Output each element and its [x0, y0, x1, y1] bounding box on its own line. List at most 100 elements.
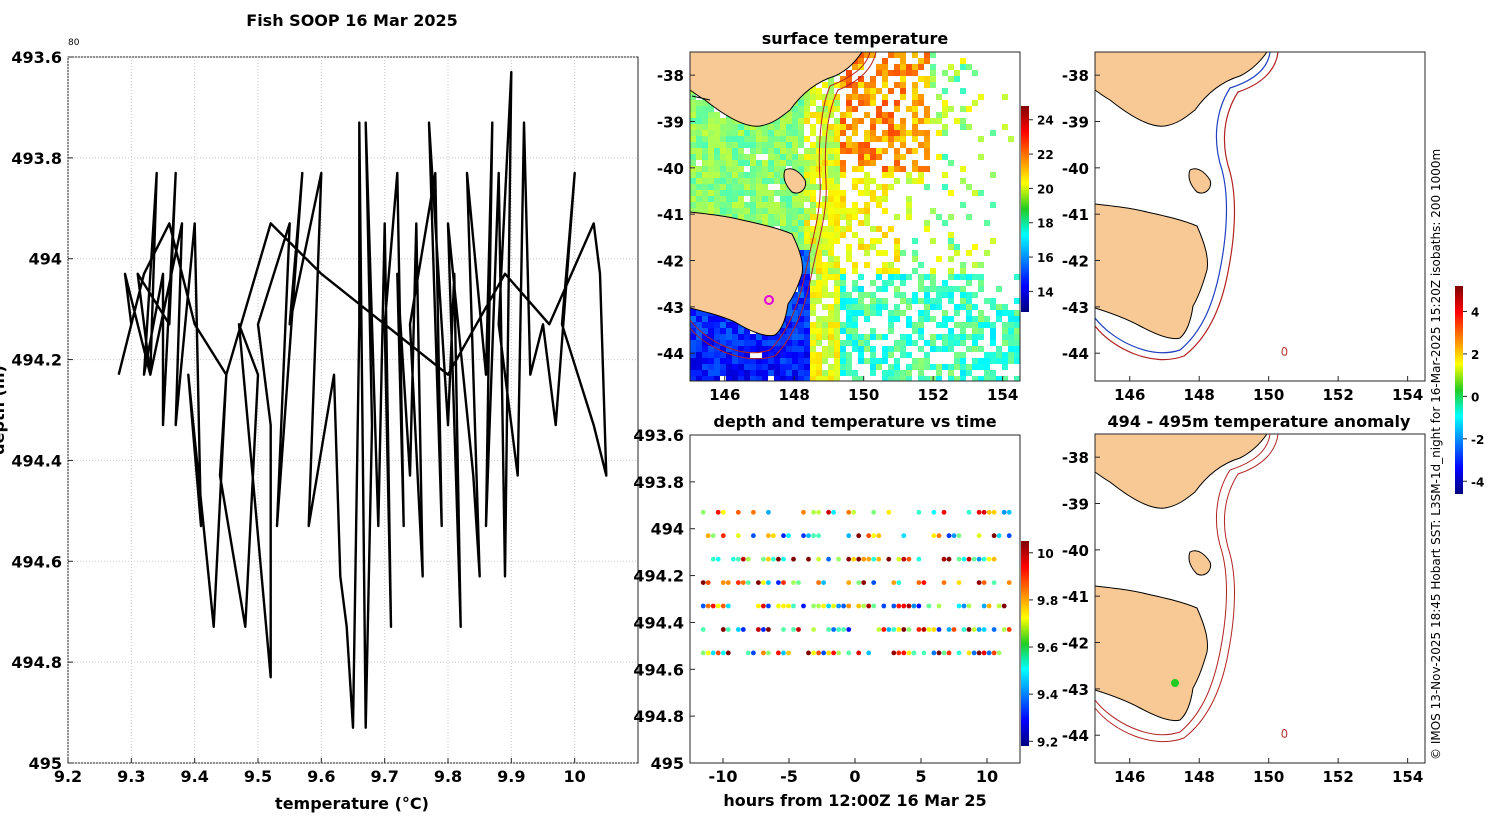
sst-pixel: [828, 112, 834, 118]
sst-pixel: [792, 334, 798, 340]
sst-pixel: [714, 154, 720, 160]
time-point: [846, 650, 852, 656]
sst-pixel: [852, 148, 858, 154]
sst-pixel: [696, 106, 702, 112]
time-point: [745, 580, 751, 585]
sst-pixel: [708, 352, 714, 358]
sst-pixel: [708, 160, 714, 166]
sst-pixel: [936, 154, 942, 160]
time-point: [846, 533, 852, 539]
sst-pixel: [750, 178, 756, 184]
time-point: [991, 509, 997, 515]
sst-pixel: [822, 196, 828, 202]
sst-pixel: [978, 274, 984, 280]
sst-pixel: [726, 358, 732, 364]
sst-pixel: [834, 178, 840, 184]
sst-pixel: [852, 280, 858, 286]
sst-pixel: [738, 334, 744, 340]
sst-pixel: [810, 370, 816, 376]
sst-pixel: [876, 364, 882, 370]
sst-pixel: [726, 154, 732, 160]
sst-pixel: [858, 244, 864, 250]
sst-pixel: [984, 352, 990, 358]
sst-pixel: [990, 202, 996, 208]
sst-pixel: [804, 274, 810, 280]
anomaly-x-tick-label: 148: [1184, 768, 1215, 786]
sst-pixel: [900, 76, 906, 82]
sst-pixel: [900, 298, 906, 304]
sst-pixel: [690, 178, 696, 184]
time-y-tick-label: 494.6: [633, 660, 684, 679]
sst-pixel: [702, 172, 708, 178]
time-point: [756, 627, 761, 632]
sst-pixel: [798, 352, 804, 358]
sst-pixel: [690, 334, 696, 340]
time-point: [936, 627, 942, 632]
sst-pixel: [804, 136, 810, 142]
profile-x-tick-label: 9.5: [244, 767, 272, 786]
sst-colorbar-tick-label: 14: [1037, 285, 1054, 299]
sst-pixel: [924, 364, 930, 370]
sst-pixel: [690, 358, 696, 364]
time-point: [986, 556, 992, 562]
sst-pixel: [888, 316, 894, 322]
sst-pixel: [792, 112, 798, 118]
time-point: [986, 603, 992, 609]
sst-pixel: [996, 358, 1002, 364]
sst-pixel: [786, 118, 792, 124]
sst-pixel: [816, 232, 822, 238]
sst-pixel: [912, 292, 918, 298]
sst-pixel: [822, 328, 828, 334]
sst-pixel: [972, 262, 978, 268]
sst-pixel: [834, 196, 840, 202]
sst-pixel: [690, 310, 696, 316]
profile-y-tick-label: 495: [29, 754, 62, 773]
sst-pixel: [846, 292, 852, 298]
time-point: [966, 627, 972, 632]
sst-pixel: [798, 118, 804, 124]
time-point: [861, 580, 867, 585]
sst-pixel: [828, 178, 834, 184]
time-point: [926, 627, 932, 632]
sst-pixel: [774, 370, 780, 376]
sst-pixel: [834, 280, 840, 286]
sst-pixel: [786, 346, 792, 352]
sst-pixel: [690, 166, 696, 172]
sst-pixel: [780, 346, 786, 352]
sst-pixel: [768, 136, 774, 142]
sst-pixel: [714, 376, 720, 381]
sst-pixel: [702, 358, 708, 364]
profile-grid: [67, 56, 638, 764]
sst-pixel: [690, 196, 696, 202]
sst-pixel: [1008, 328, 1014, 334]
sst-pixel: [876, 184, 882, 190]
sst-pixel: [858, 238, 864, 244]
sst-pixel: [936, 112, 942, 118]
time-point: [735, 556, 741, 562]
sst-pixel: [840, 358, 846, 364]
sst-pixel: [744, 172, 750, 178]
sst-pixel: [996, 286, 1002, 292]
sst-pixel: [882, 190, 888, 196]
sst-pixel: [876, 148, 882, 154]
profile-series-line: [117, 70, 608, 729]
sst-pixel: [798, 220, 804, 226]
time-point: [921, 627, 927, 632]
profile-y-label: depth (m): [0, 365, 8, 455]
sst-pixel: [720, 316, 726, 322]
sst-y-tick-label: -39: [657, 114, 684, 132]
sst-pixel: [912, 94, 918, 100]
sst-pixel: [810, 232, 816, 238]
sst-pixel: [846, 298, 852, 304]
sst-pixel: [972, 340, 978, 346]
sst-pixel: [702, 190, 708, 196]
sst-pixel: [768, 220, 774, 226]
sst-pixel: [804, 190, 810, 196]
sst-pixel: [984, 316, 990, 322]
sst-pixel: [834, 136, 840, 142]
sst-pixel: [954, 310, 960, 316]
time-point: [841, 603, 846, 609]
sst-pixel: [882, 346, 888, 352]
sst-pixel: [804, 208, 810, 214]
sst-pixel: [786, 214, 792, 220]
